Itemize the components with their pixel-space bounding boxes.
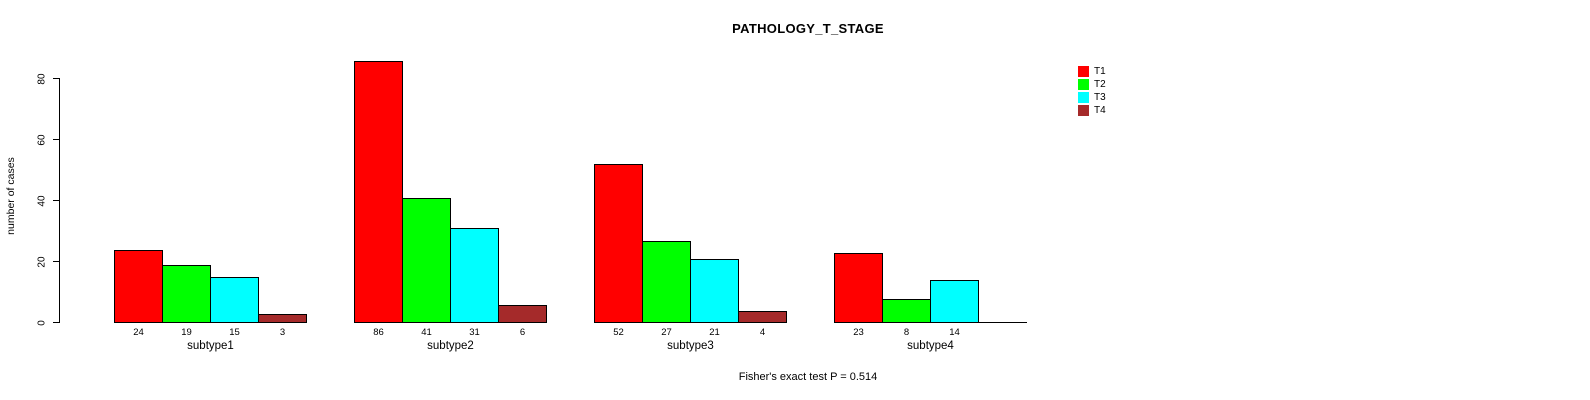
bar-subtype3-T4 [738,311,787,323]
bar-subtype1-T2 [162,265,211,323]
bar-subtype4-T3 [930,280,979,323]
bar-subtype4-T1 [834,253,883,323]
category-label-subtype3: subtype3 [667,340,714,352]
bar-value-label: 86 [373,327,384,338]
y-axis-tick [53,78,59,79]
legend-item-T2: T2 [1078,78,1106,91]
bar-value-label: 52 [613,327,624,338]
legend-label: T1 [1094,66,1106,77]
bar-subtype1-T3 [210,277,259,323]
bar-value-label: 27 [661,327,672,338]
y-axis-tick-label: 0 [36,319,48,326]
legend-swatch-T2 [1078,79,1089,90]
y-axis-tick-label: 60 [36,133,48,146]
bar-subtype3-T3 [690,259,739,323]
y-axis-tick [53,322,59,323]
legend-item-T1: T1 [1078,65,1106,78]
legend-swatch-T1 [1078,66,1089,77]
bar-subtype2-T3 [450,228,499,323]
bar-value-label: 14 [949,327,960,338]
legend-item-T3: T3 [1078,91,1106,104]
bar-value-label: 6 [519,327,526,338]
bar-subtype2-T1 [354,61,403,323]
legend-swatch-T3 [1078,92,1089,103]
legend: T1 T2 T3 T4 [1078,65,1106,117]
y-axis-label: number of cases [5,157,17,235]
legend-label: T2 [1094,79,1106,90]
y-axis-tick-label: 20 [36,255,48,268]
stat-test-caption: Fisher's exact test P = 0.514 [738,371,878,383]
bar-value-label: 23 [853,327,864,338]
legend-label: T3 [1094,92,1106,103]
y-axis-tick-label: 40 [36,194,48,207]
legend-item-T4: T4 [1078,104,1106,117]
bar-subtype4-T4-zero [978,322,1027,323]
bar-value-label: 3 [279,327,286,338]
legend-swatch-T4 [1078,105,1089,116]
bar-value-label: 19 [181,327,192,338]
legend-label: T4 [1094,105,1106,116]
y-axis-tick-label: 80 [36,72,48,85]
bar-value-label: 15 [229,327,240,338]
bar-subtype1-T1 [114,250,163,323]
bar-subtype2-T2 [402,198,451,323]
y-axis-tick [53,261,59,262]
bar-value-label: 31 [469,327,480,338]
category-label-subtype2: subtype2 [427,340,474,352]
category-label-subtype1: subtype1 [187,340,234,352]
bar-subtype1-T4 [258,314,307,323]
category-label-subtype4: subtype4 [907,340,954,352]
bar-value-label: 24 [133,327,144,338]
chart-title: PATHOLOGY_T_STAGE [732,21,884,36]
bar-value-label: 4 [759,327,766,338]
y-axis-line [59,78,60,323]
bar-value-label: 21 [709,327,720,338]
bar-subtype2-T4 [498,305,547,323]
y-axis-tick [53,200,59,201]
bar-subtype3-T2 [642,241,691,323]
bar-subtype4-T2 [882,299,931,323]
bar-subtype3-T1 [594,164,643,323]
y-axis-tick [53,139,59,140]
bar-value-label: 41 [421,327,432,338]
bar-value-label: 8 [903,327,910,338]
